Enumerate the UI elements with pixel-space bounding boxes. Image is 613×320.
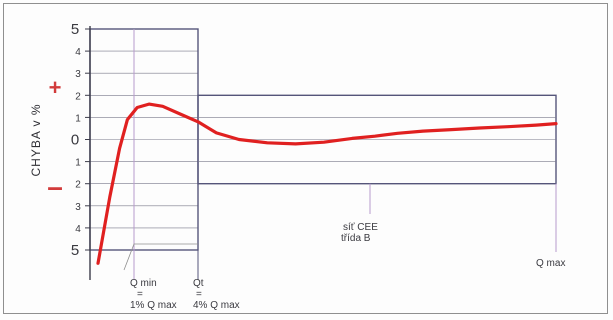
annotation-line2: třída B [341, 233, 371, 244]
qmin-label-line2: = [137, 289, 143, 300]
y-tick-label-5: 0 [71, 132, 79, 149]
y-axis-label: CHYBA v % [29, 103, 43, 176]
qmin-bracket [123, 243, 198, 271]
qmin-label-line3: 1% Q max [130, 300, 177, 311]
y-tick-label-2: 3 [75, 69, 81, 80]
y-tick-labels: 5 4 3 2 1 0 1 2 3 4 5 [71, 21, 81, 259]
y-tick-label-4: 1 [75, 113, 81, 124]
qt-label-line1: Qt [193, 278, 204, 289]
error-curve [96, 102, 558, 265]
y-tick-label-10: 5 [71, 242, 79, 259]
y-tick-label-9: 4 [75, 224, 81, 235]
y-tick-label-7: 2 [75, 180, 81, 191]
qmax-label: Q max [536, 258, 565, 269]
y-tick-label-3: 2 [75, 91, 81, 102]
qt-label-line3: 4% Q max [193, 300, 240, 311]
y-tick-label-8: 3 [75, 202, 81, 213]
figure-frame [3, 3, 608, 314]
x-marker-lines [123, 29, 557, 280]
minus-sign: – [47, 171, 63, 202]
annotation-line1: síť CEE [343, 222, 378, 233]
y-tick-label-6: 1 [75, 158, 81, 169]
qmin-label-line1: Q min [130, 278, 157, 289]
y-tick-label-0: 5 [71, 21, 79, 38]
y-tick-label-1: 4 [75, 47, 81, 58]
qt-label-line2: = [196, 289, 202, 300]
y-axis [85, 26, 91, 280]
plus-sign: + [49, 75, 62, 100]
